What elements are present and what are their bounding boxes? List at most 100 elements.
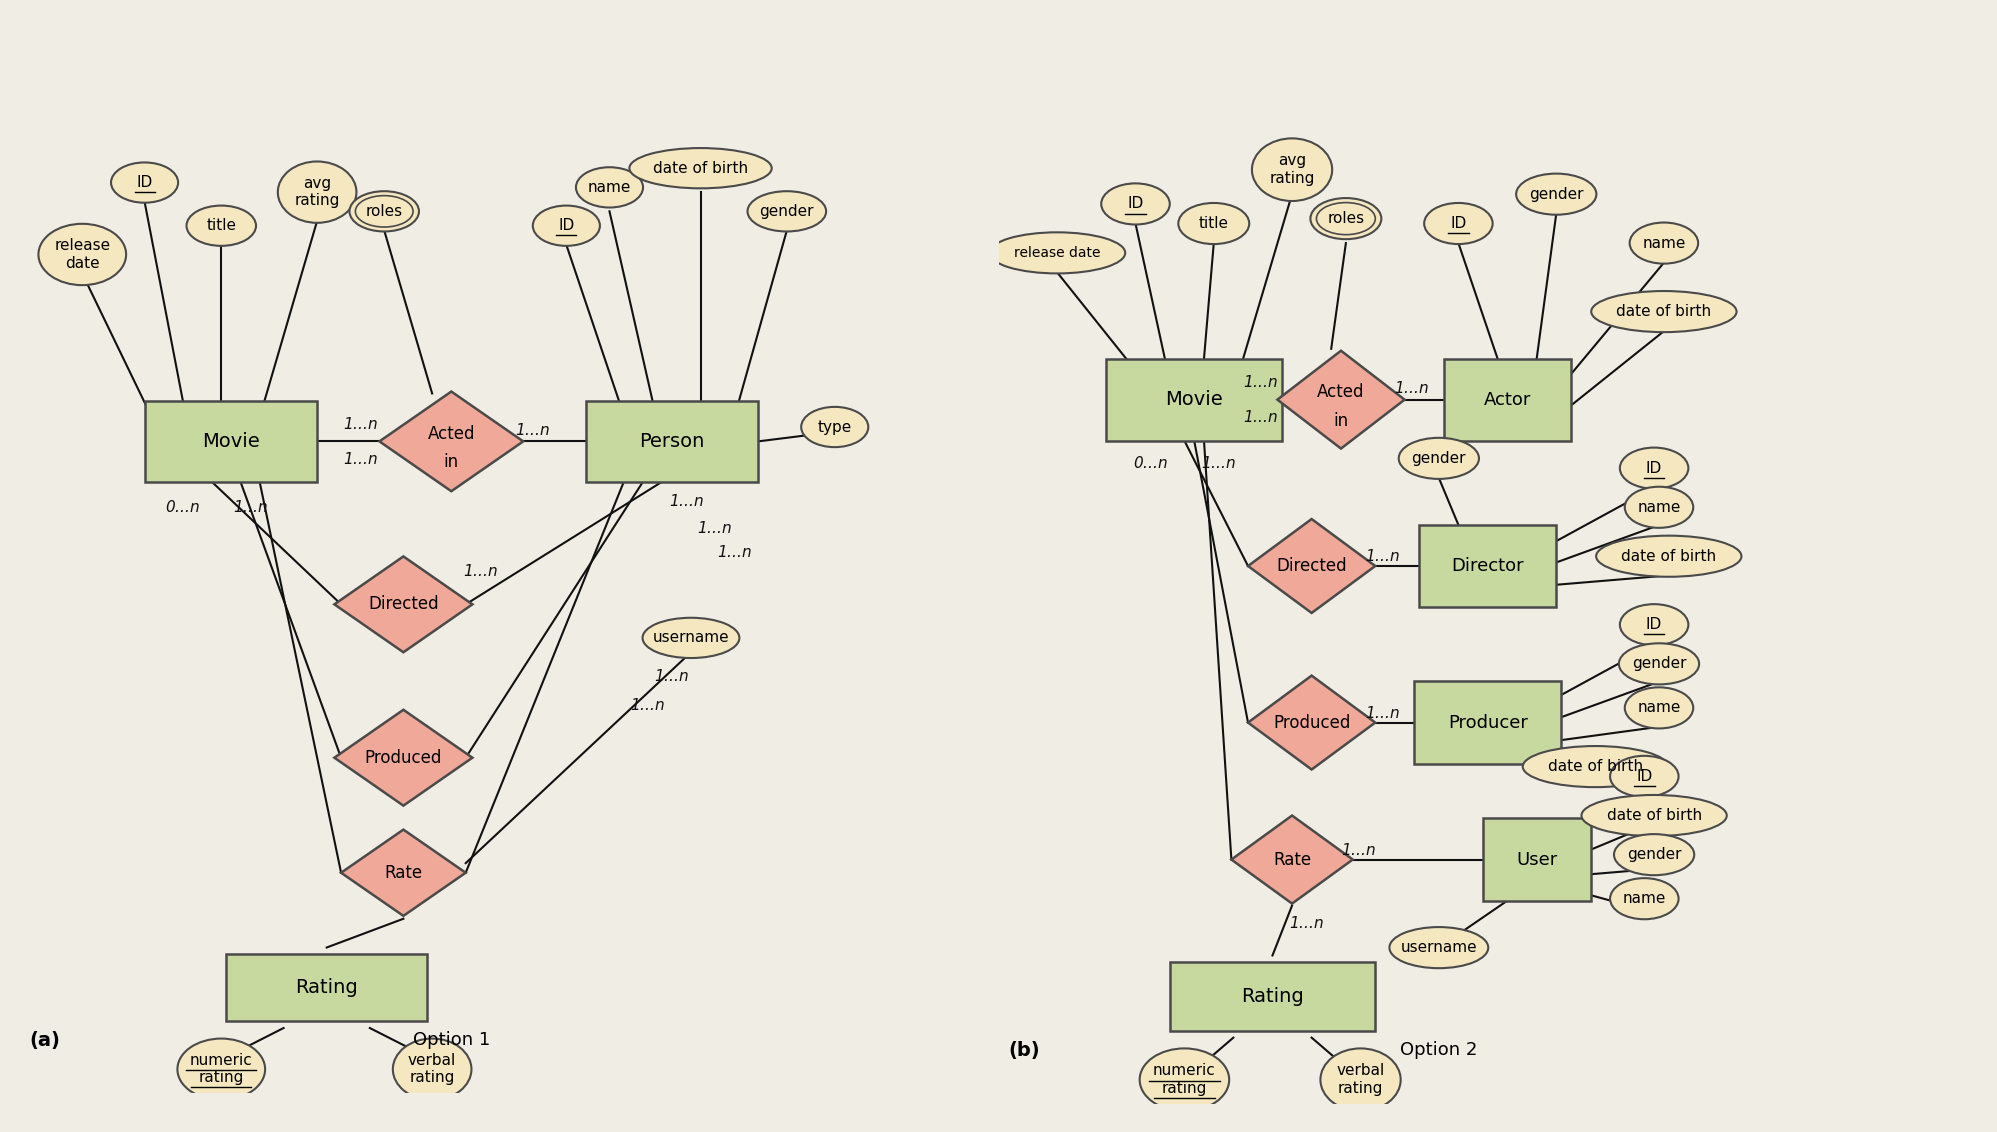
Text: numeric: numeric	[190, 1053, 254, 1069]
Polygon shape	[1278, 351, 1404, 448]
Polygon shape	[1248, 676, 1376, 770]
FancyBboxPatch shape	[226, 954, 427, 1021]
Text: ID: ID	[1636, 769, 1652, 783]
Text: ID: ID	[1646, 617, 1662, 632]
Text: Acted: Acted	[1318, 383, 1364, 401]
Text: 1...$n$: 1...$n$	[232, 498, 268, 515]
Text: date of birth: date of birth	[1622, 549, 1715, 564]
Text: ID: ID	[1450, 216, 1466, 231]
Text: 0...$n$: 0...$n$	[166, 498, 200, 515]
Ellipse shape	[1610, 756, 1679, 797]
Ellipse shape	[349, 191, 419, 231]
FancyBboxPatch shape	[144, 401, 318, 481]
Text: 1...$n$: 1...$n$	[1290, 915, 1324, 932]
Text: Acted: Acted	[427, 424, 475, 443]
Text: Movie: Movie	[202, 432, 260, 451]
Text: (b): (b)	[1008, 1040, 1040, 1060]
Text: release date: release date	[1014, 246, 1100, 260]
Text: 1...$n$: 1...$n$	[669, 492, 703, 508]
Ellipse shape	[186, 206, 256, 246]
Text: title: title	[206, 218, 236, 233]
Ellipse shape	[575, 168, 643, 207]
Ellipse shape	[643, 618, 739, 658]
Ellipse shape	[1620, 643, 1699, 685]
Text: type: type	[817, 420, 853, 435]
Ellipse shape	[1390, 927, 1488, 968]
Ellipse shape	[989, 232, 1124, 274]
Ellipse shape	[1582, 795, 1727, 837]
Polygon shape	[1248, 520, 1376, 612]
FancyBboxPatch shape	[1170, 962, 1376, 1031]
Text: release: release	[54, 239, 110, 254]
Text: 1...$n$: 1...$n$	[1244, 374, 1278, 391]
Text: Produced: Produced	[365, 748, 441, 766]
Text: Option 1: Option 1	[413, 1031, 489, 1049]
Text: 1...$n$: 1...$n$	[343, 417, 377, 432]
Text: gender: gender	[1530, 187, 1584, 201]
Polygon shape	[1232, 815, 1352, 903]
Text: date of birth: date of birth	[1606, 808, 1701, 823]
Ellipse shape	[1178, 203, 1250, 245]
Ellipse shape	[178, 1038, 266, 1100]
Ellipse shape	[1140, 1048, 1230, 1110]
Ellipse shape	[533, 206, 599, 246]
FancyBboxPatch shape	[1420, 525, 1556, 607]
Ellipse shape	[1516, 173, 1596, 215]
Text: 1...$n$: 1...$n$	[463, 563, 497, 578]
Ellipse shape	[1630, 223, 1697, 264]
Polygon shape	[333, 710, 473, 806]
Text: avg: avg	[1278, 154, 1306, 169]
Text: gender: gender	[759, 204, 815, 218]
Text: verbal: verbal	[407, 1053, 455, 1069]
Ellipse shape	[629, 148, 771, 188]
Ellipse shape	[112, 163, 178, 203]
FancyBboxPatch shape	[1484, 818, 1590, 901]
Text: verbal: verbal	[1336, 1063, 1384, 1079]
Text: ID: ID	[1646, 461, 1662, 475]
Text: ID: ID	[559, 218, 575, 233]
Text: 1...$n$: 1...$n$	[343, 451, 377, 466]
Text: 1...$n$: 1...$n$	[515, 422, 551, 438]
Text: Rate: Rate	[1272, 850, 1312, 868]
Text: Movie: Movie	[1166, 391, 1222, 409]
Text: name: name	[1642, 235, 1685, 250]
Text: rating: rating	[1338, 1081, 1384, 1096]
FancyBboxPatch shape	[1444, 359, 1572, 440]
Text: name: name	[1624, 891, 1665, 907]
Text: ID: ID	[136, 175, 152, 190]
Text: Directed: Directed	[1276, 557, 1346, 575]
Text: in: in	[1334, 412, 1348, 430]
Text: Option 2: Option 2	[1400, 1041, 1478, 1060]
FancyBboxPatch shape	[1414, 681, 1562, 764]
Text: rating: rating	[294, 194, 339, 208]
Ellipse shape	[1626, 687, 1693, 728]
Text: rating: rating	[1162, 1081, 1206, 1096]
Text: 1...$n$: 1...$n$	[1394, 380, 1430, 396]
Text: in: in	[443, 454, 459, 471]
Text: date of birth: date of birth	[653, 161, 749, 175]
Text: 0...$n$: 0...$n$	[1132, 455, 1168, 471]
Ellipse shape	[278, 162, 355, 223]
Text: Rating: Rating	[296, 978, 357, 997]
Text: rating: rating	[409, 1071, 455, 1086]
Text: roles: roles	[1328, 212, 1364, 226]
Ellipse shape	[1626, 487, 1693, 528]
FancyBboxPatch shape	[585, 401, 759, 481]
Text: name: name	[587, 180, 631, 195]
Ellipse shape	[1620, 447, 1687, 489]
Text: 1...$n$: 1...$n$	[1364, 705, 1400, 721]
Ellipse shape	[1620, 604, 1687, 645]
Ellipse shape	[38, 224, 126, 285]
Text: ID: ID	[1128, 197, 1144, 212]
Text: rating: rating	[198, 1071, 244, 1086]
Text: title: title	[1198, 216, 1228, 231]
Ellipse shape	[801, 406, 869, 447]
Text: date of birth: date of birth	[1548, 760, 1644, 774]
Text: avg: avg	[304, 177, 332, 191]
Text: Directed: Directed	[367, 595, 439, 614]
Ellipse shape	[1252, 138, 1332, 201]
Text: username: username	[653, 631, 729, 645]
Text: 1...$n$: 1...$n$	[717, 543, 751, 559]
Text: 1...$n$: 1...$n$	[1364, 548, 1400, 564]
Text: (a): (a)	[30, 1031, 60, 1050]
